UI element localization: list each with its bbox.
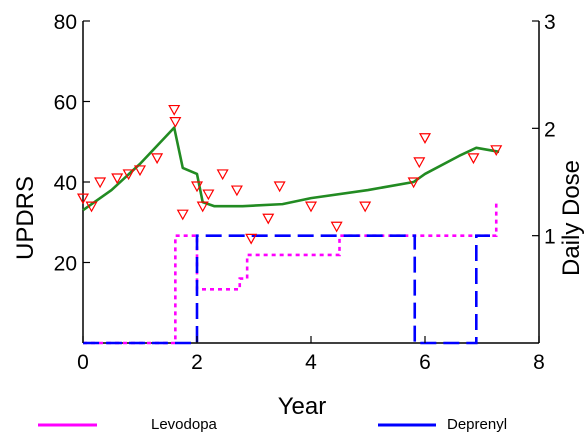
axes-frame bbox=[82, 21, 540, 344]
observed-updrs-point bbox=[94, 177, 107, 189]
x-tick-label: 2 bbox=[191, 351, 203, 374]
y-left-tick-label: 40 bbox=[54, 172, 77, 195]
observed-updrs-point bbox=[407, 177, 420, 189]
observed-updrs-point bbox=[168, 104, 181, 116]
series-line-levodopa bbox=[83, 203, 498, 345]
observed-updrs-point bbox=[196, 201, 209, 213]
observed-updrs-point bbox=[490, 145, 503, 157]
series-layer bbox=[82, 126, 500, 345]
y-right-tick-label: 2 bbox=[544, 118, 556, 141]
observed-updrs-point bbox=[176, 209, 189, 221]
observed-updrs-point bbox=[85, 201, 98, 213]
x-tick-label: 0 bbox=[77, 351, 89, 374]
observed-updrs-point bbox=[133, 165, 147, 177]
y-left-tick-label: 20 bbox=[54, 253, 77, 276]
predicted-updrs-line bbox=[82, 126, 500, 212]
observed-updrs-point bbox=[202, 189, 215, 201]
y-left-axis-title: UPDRS bbox=[12, 176, 39, 260]
observed-updrs-point bbox=[76, 193, 90, 205]
x-axis-title: Year bbox=[278, 393, 327, 420]
observed-updrs-point bbox=[169, 117, 182, 128]
markers-layer bbox=[76, 104, 503, 245]
observed-updrs-point bbox=[413, 157, 426, 169]
observed-updrs-point bbox=[330, 221, 343, 233]
observed-updrs-point bbox=[262, 213, 275, 225]
x-tick-label: 8 bbox=[533, 351, 545, 374]
y-right-tick-label: 1 bbox=[544, 226, 556, 249]
observed-updrs-point bbox=[230, 185, 243, 197]
x-tick-label: 4 bbox=[305, 351, 317, 374]
observed-updrs-point bbox=[151, 153, 164, 165]
observed-updrs-point bbox=[418, 133, 432, 144]
series-line-deprenyl bbox=[83, 234, 497, 345]
x-tick-label: 6 bbox=[419, 351, 431, 374]
observed-updrs-point bbox=[467, 153, 480, 165]
ticks-layer: 0 2 4 6 8 20 40 60 80 1 2 3 bbox=[54, 11, 556, 374]
observed-updrs-point bbox=[111, 173, 124, 185]
legend-levodopa-label: Levodopa bbox=[151, 416, 218, 433]
observed-updrs-point bbox=[122, 169, 135, 181]
legend-deprenyl-label: Deprenyl bbox=[447, 416, 507, 433]
y-right-axis-title: Daily Dose bbox=[558, 160, 585, 276]
observed-updrs-point bbox=[273, 181, 286, 193]
y-left-tick-label: 80 bbox=[54, 11, 77, 34]
y-left-tick-label: 60 bbox=[54, 92, 77, 115]
y-right-tick-label: 3 bbox=[544, 11, 556, 34]
observed-updrs-point bbox=[190, 181, 204, 193]
observed-updrs-point bbox=[304, 201, 318, 213]
observed-updrs-point bbox=[359, 201, 372, 213]
observed-updrs-point bbox=[245, 233, 258, 245]
observed-updrs-point bbox=[216, 169, 229, 181]
